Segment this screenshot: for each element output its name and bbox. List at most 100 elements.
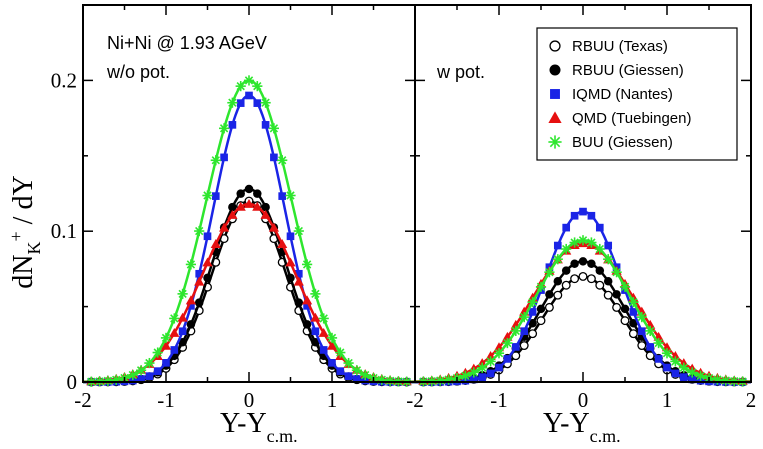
legend-label-iqmd-nantes: IQMD (Nantes) <box>572 86 673 103</box>
data-point <box>185 295 196 305</box>
legend-marker-iqmd-nantes <box>550 89 560 99</box>
data-point <box>194 276 205 286</box>
data-point <box>210 155 221 166</box>
data-point <box>587 211 596 220</box>
data-point <box>519 341 529 351</box>
data-point <box>519 312 530 323</box>
y-tick-label: 0.1 <box>51 219 77 243</box>
data-point <box>152 347 163 358</box>
data-point <box>202 257 213 267</box>
data-point <box>236 99 245 107</box>
data-point <box>252 201 263 211</box>
data-point <box>285 257 296 267</box>
legend-marker-qmd-tuebingen <box>548 111 562 123</box>
data-point <box>302 295 313 305</box>
data-point <box>236 189 245 198</box>
data-point <box>311 338 320 347</box>
series-buu-giessen <box>414 235 752 387</box>
data-point <box>293 276 304 286</box>
data-point <box>294 269 303 278</box>
data-point <box>671 369 680 378</box>
x-tick-label: 2 <box>746 388 757 412</box>
data-point <box>177 312 188 322</box>
data-point <box>552 254 563 265</box>
data-point <box>169 313 180 324</box>
panel-label-right: w pot. <box>436 62 485 82</box>
data-point <box>637 327 646 336</box>
data-point <box>520 327 529 336</box>
data-point <box>253 189 262 198</box>
data-point <box>227 209 238 219</box>
collision-annotation: Ni+Ni @ 1.93 AGeV <box>107 33 267 53</box>
data-point <box>688 375 697 384</box>
data-point <box>562 223 571 232</box>
data-point <box>278 192 287 200</box>
data-point <box>569 237 580 248</box>
data-point <box>360 369 371 381</box>
legend-label-rbuu-giessen: RBUU (Giessen) <box>572 62 684 79</box>
data-point <box>228 202 237 212</box>
data-point <box>561 280 571 290</box>
data-point <box>162 358 170 367</box>
data-point <box>170 346 179 354</box>
data-point <box>302 320 312 329</box>
y-axis-label-sup: + <box>6 231 26 241</box>
data-point <box>145 372 154 380</box>
data-point <box>351 365 362 376</box>
series-line <box>415 275 751 384</box>
data-point <box>137 375 145 383</box>
data-point <box>144 357 155 369</box>
data-point <box>361 376 370 385</box>
series-line <box>83 199 415 384</box>
data-point <box>495 363 503 372</box>
data-point <box>160 332 172 343</box>
x-axis-label-sub: c.m. <box>590 426 621 446</box>
data-point <box>260 97 271 108</box>
legend-marker-rbuu-giessen <box>549 64 561 76</box>
data-point <box>194 298 204 307</box>
data-point <box>612 290 621 299</box>
data-point <box>620 304 630 314</box>
data-point <box>628 297 639 308</box>
data-point <box>653 337 664 349</box>
data-point <box>595 280 605 290</box>
x-tick-label: -1 <box>490 388 508 412</box>
data-point <box>486 369 495 378</box>
data-point <box>219 123 230 134</box>
data-point <box>646 343 655 351</box>
data-point <box>712 374 723 385</box>
data-point <box>343 357 354 369</box>
data-point <box>544 302 554 312</box>
data-point <box>319 346 328 354</box>
panel-without-potential: -2 -1 0 1 0 0.1 0.2 Ni+Ni @ 1.93 AGeV w/o pot.… <box>51 4 416 446</box>
legend-marker-buu-giessen <box>548 135 562 149</box>
data-point <box>260 209 271 219</box>
data-point <box>503 355 512 363</box>
legend-label-rbuu-texas: RBUU (Texas) <box>572 38 668 55</box>
data-point <box>178 338 187 347</box>
data-point <box>502 337 513 349</box>
data-point <box>619 281 631 292</box>
data-point <box>353 375 361 383</box>
y-axis-label-tail: / dY <box>8 175 39 231</box>
data-point <box>376 374 387 385</box>
data-point <box>243 75 255 86</box>
data-point <box>318 313 329 324</box>
data-point <box>570 211 579 220</box>
data-point <box>553 241 562 250</box>
y-tick-label: 0 <box>67 370 78 394</box>
data-point <box>311 327 320 336</box>
x-axis-label-main: Y-Y <box>543 408 590 439</box>
data-point <box>336 367 345 375</box>
data-point <box>687 367 698 378</box>
y-axis-label-sub: K <box>24 241 44 254</box>
data-point <box>187 302 195 310</box>
data-point <box>510 325 521 337</box>
data-point <box>228 121 237 129</box>
x-tick-label: -1 <box>157 388 175 412</box>
data-point <box>195 269 204 278</box>
data-point <box>136 365 147 376</box>
panel-label-left: w/o pot. <box>106 62 170 82</box>
series-line <box>82 79 416 384</box>
legend-marker-rbuu-texas <box>549 40 561 52</box>
